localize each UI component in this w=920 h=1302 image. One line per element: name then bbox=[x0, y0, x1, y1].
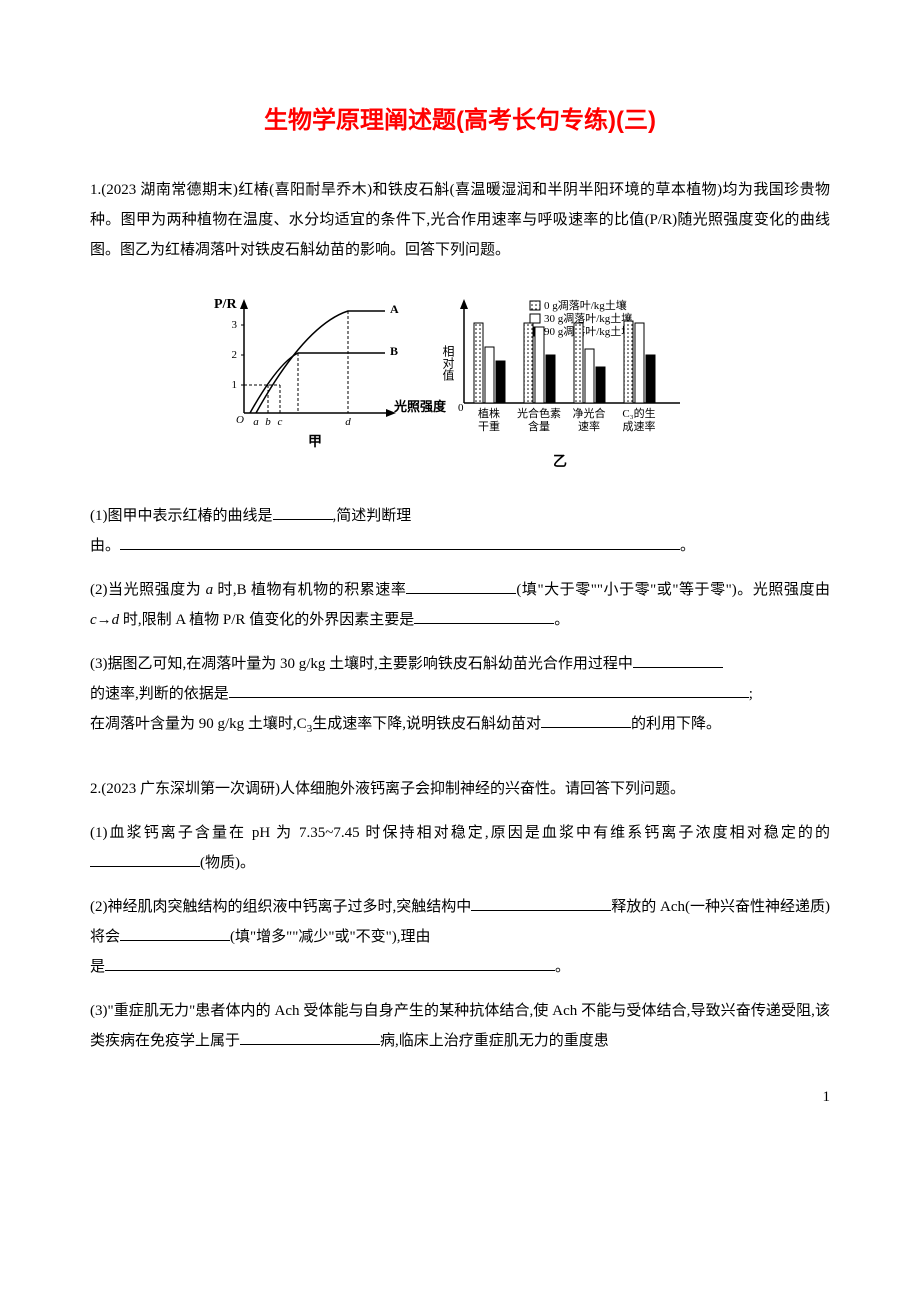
q2-p2-a: (2)神经肌肉突触结构的组织液中钙离子过多时,突触结构中 bbox=[90, 899, 471, 915]
q1-p3-a: (3)据图乙可知,在凋落叶量为 30 g/kg 土壤时,主要影响铁皮石斛幼苗光合… bbox=[90, 656, 633, 672]
figure-yi-svg: 相对值 0 0 g凋落叶/kg土壤 30 g凋落叶/kg土壤 90 g凋落叶/k… bbox=[430, 295, 690, 445]
svg-text:成速率: 成速率 bbox=[623, 419, 656, 433]
blank[interactable] bbox=[229, 683, 749, 698]
q1-p1-b: ,简述判断理 bbox=[333, 508, 412, 524]
blank[interactable] bbox=[414, 609, 554, 624]
q1-p3-c: ; bbox=[749, 686, 753, 702]
svg-text:光合色素: 光合色素 bbox=[517, 406, 561, 420]
ytick-2: 2 bbox=[232, 349, 238, 361]
svg-text:C₃的生: C₃的生 bbox=[622, 406, 655, 420]
blank[interactable] bbox=[120, 926, 230, 941]
figures-container: P/R 1 2 3 a b c d bbox=[90, 295, 830, 471]
svg-text:A: A bbox=[390, 302, 399, 316]
q1-p3-d: 在凋落叶含量为 90 g/kg 土壤时,C bbox=[90, 716, 307, 732]
q2-p2-d: 是 bbox=[90, 959, 105, 975]
q1-p1: (1)图甲中表示红椿的曲线是 ,简述判断理 由。 。 bbox=[90, 501, 830, 561]
svg-text:b: b bbox=[265, 416, 271, 425]
blank[interactable] bbox=[120, 535, 680, 550]
q1-p3-e: 生成速率下降,说明铁皮石斛幼苗对 bbox=[312, 716, 541, 732]
q1-p3-f: 的利用下降。 bbox=[631, 716, 721, 732]
ytick-3: 3 bbox=[232, 319, 238, 331]
figure-yi-label: 乙 bbox=[430, 451, 690, 471]
ytick-1: 1 bbox=[232, 379, 238, 391]
blank[interactable] bbox=[471, 896, 611, 911]
q1-p2-a: (2)当光照强度为 bbox=[90, 582, 206, 598]
svg-text:净光合: 净光合 bbox=[573, 406, 606, 420]
q2-p3: (3)"重症肌无力"患者体内的 Ach 受体能与自身产生的某种抗体结合,使 Ac… bbox=[90, 996, 830, 1056]
q2-p2-c: (填"增多""减少"或"不变"),理由 bbox=[230, 929, 430, 945]
q2-header: 2.(2023 广东深圳第一次调研)人体细胞外液钙离子会抑制神经的兴奋性。请回答… bbox=[90, 774, 830, 804]
q1-p2-b: 时,B 植物有机物的积累速率 bbox=[213, 582, 406, 598]
page-title: 生物学原理阐述题(高考长句专练)(三) bbox=[90, 100, 830, 135]
svg-text:0 g凋落叶/kg土壤: 0 g凋落叶/kg土壤 bbox=[544, 298, 627, 312]
svg-text:含量: 含量 bbox=[528, 419, 550, 433]
blank[interactable] bbox=[240, 1030, 380, 1045]
figure-yi: 相对值 0 0 g凋落叶/kg土壤 30 g凋落叶/kg土壤 90 g凋落叶/k… bbox=[430, 295, 690, 471]
figure-jia-svg: 1 2 3 a b c d A bbox=[230, 295, 400, 425]
q1-p1-end: 。 bbox=[680, 538, 695, 554]
svg-text:90 g凋落叶/kg土壤: 90 g凋落叶/kg土壤 bbox=[544, 324, 632, 338]
figure-jia-label: 甲 bbox=[230, 431, 400, 451]
q1-p2-a-it: a bbox=[206, 582, 214, 598]
q1-p2-c: (填"大于零""小于零"或"等于零")。光照强度由 bbox=[516, 582, 830, 598]
svg-text:30 g凋落叶/kg土壤: 30 g凋落叶/kg土壤 bbox=[544, 311, 632, 325]
blank[interactable] bbox=[541, 713, 631, 728]
q1-p2: (2)当光照强度为 a 时,B 植物有机物的积累速率 (填"大于零""小于零"或"… bbox=[90, 575, 830, 635]
q1-p3: (3)据图乙可知,在凋落叶量为 30 g/kg 土壤时,主要影响铁皮石斛幼苗光合… bbox=[90, 649, 830, 740]
svg-text:植株: 植株 bbox=[478, 406, 500, 420]
q1-p3-b: 的速率,判断的依据是 bbox=[90, 686, 229, 702]
svg-text:c: c bbox=[278, 416, 283, 425]
svg-text:d: d bbox=[345, 416, 351, 425]
blank[interactable] bbox=[90, 852, 200, 867]
q2-p2-end: 。 bbox=[555, 959, 570, 975]
figure-jia: P/R 1 2 3 a b c d bbox=[230, 295, 400, 471]
blank[interactable] bbox=[406, 579, 516, 594]
q2-p2: (2)神经肌肉突触结构的组织液中钙离子过多时,突触结构中释放的 Ach(一种兴奋… bbox=[90, 892, 830, 982]
q1-p2-d: 时,限制 A 植物 P/R 值变化的外界因素主要是 bbox=[119, 612, 414, 628]
svg-text:干重: 干重 bbox=[478, 419, 500, 433]
svg-text:B: B bbox=[390, 344, 398, 358]
svg-text:a: a bbox=[253, 416, 259, 425]
page-number: 1 bbox=[823, 1089, 831, 1106]
q1-header: 1.(2023 湖南常德期末)红椿(喜阳耐旱乔木)和铁皮石斛(喜温暖湿润和半阴半… bbox=[90, 175, 830, 265]
q1-p2-c-it: c→d bbox=[90, 612, 119, 628]
svg-text:0: 0 bbox=[458, 402, 464, 414]
q2-p1: (1)血浆钙离子含量在 pH 为 7.35~7.45 时保持相对稳定,原因是血浆… bbox=[90, 818, 830, 878]
blank[interactable] bbox=[633, 653, 723, 668]
blank[interactable] bbox=[273, 505, 333, 520]
blank[interactable] bbox=[105, 956, 555, 971]
jia-yaxis-label: P/R bbox=[214, 297, 237, 313]
q1-p1-c: 由。 bbox=[90, 538, 120, 554]
svg-text:O: O bbox=[236, 414, 244, 425]
q2-p3-b: 病,临床上治疗重症肌无力的重度患 bbox=[380, 1033, 609, 1049]
svg-text:相对值: 相对值 bbox=[441, 345, 455, 382]
q1-p1-a: (1)图甲中表示红椿的曲线是 bbox=[90, 508, 273, 524]
svg-text:速率: 速率 bbox=[578, 419, 600, 433]
q1-p2-end: 。 bbox=[554, 612, 569, 628]
